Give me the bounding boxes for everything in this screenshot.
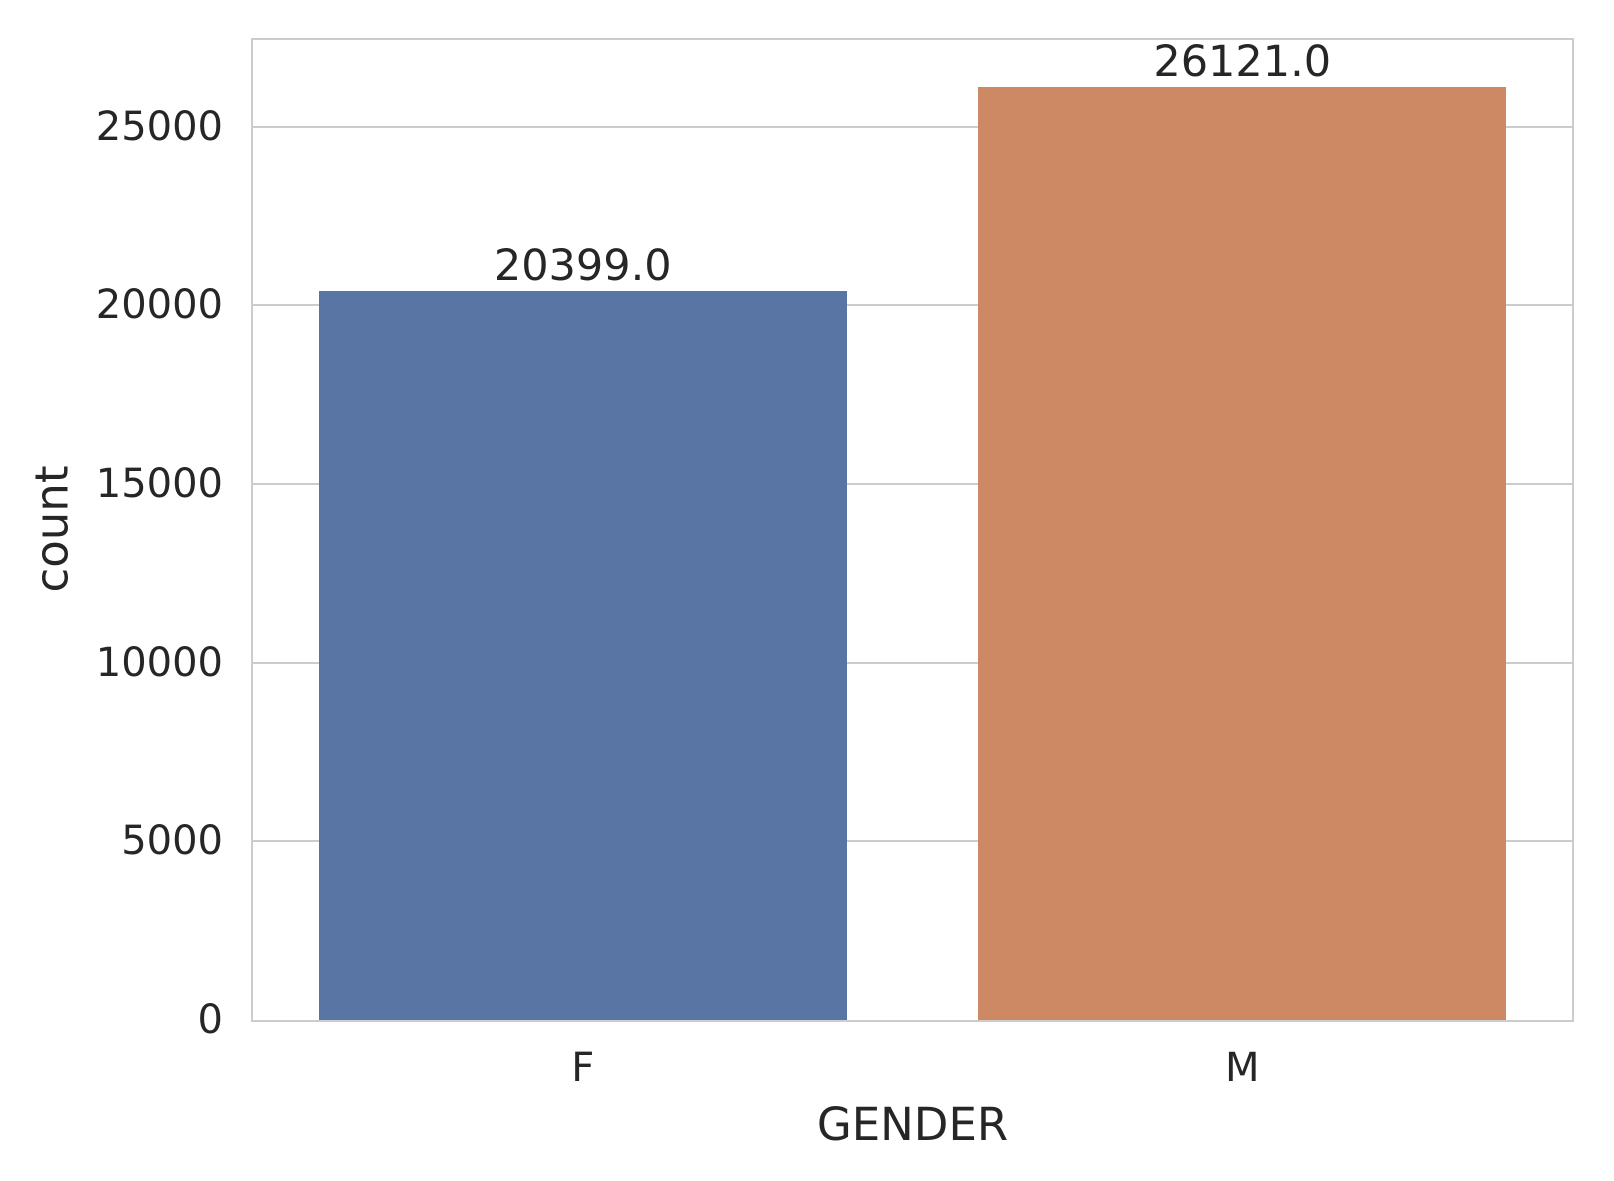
bar-value-label-F: 20399.0 bbox=[493, 240, 672, 291]
y-tick-label-5000: 5000 bbox=[121, 818, 223, 865]
y-tick-label-20000: 20000 bbox=[95, 282, 223, 329]
y-tick-label-15000: 15000 bbox=[95, 461, 223, 508]
y-tick-label-25000: 25000 bbox=[95, 103, 223, 150]
bar-M bbox=[978, 86, 1507, 1020]
plot-area bbox=[251, 38, 1574, 1022]
y-tick-label-0: 0 bbox=[197, 997, 223, 1043]
bar-value-label-M: 26121.0 bbox=[1153, 36, 1332, 87]
x-axis-label: GENDER bbox=[816, 1098, 1009, 1151]
bar-F bbox=[318, 291, 847, 1020]
gridline-10000 bbox=[253, 661, 1572, 664]
y-tick-label-10000: 10000 bbox=[95, 639, 223, 686]
x-tick-label-M: M bbox=[1224, 1045, 1260, 1091]
gridline-20000 bbox=[253, 304, 1572, 307]
gridline-5000 bbox=[253, 840, 1572, 843]
x-tick-label-F: F bbox=[571, 1045, 595, 1091]
gridline-25000 bbox=[253, 125, 1572, 128]
gridline-15000 bbox=[253, 483, 1572, 486]
